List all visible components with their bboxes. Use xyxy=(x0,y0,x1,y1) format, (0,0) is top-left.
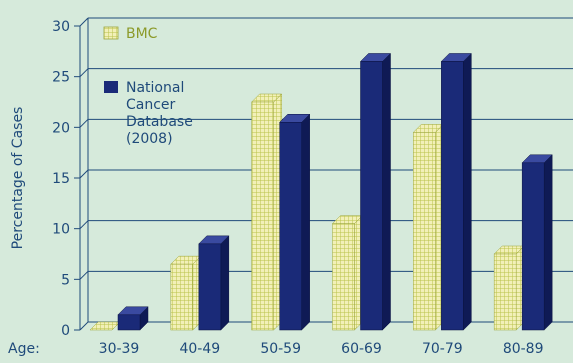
bar-ncdb-30-39-front xyxy=(117,314,141,331)
bar-ncdb-50-59 xyxy=(279,113,311,331)
y-tick-connector-5 xyxy=(79,270,89,280)
bar-bmc-80-89-front xyxy=(493,253,517,331)
legend-label-ncdb-line-2: Cancer xyxy=(126,97,176,113)
tick-labels: 0 5 10 15 20 25 30 30-39 40-49 50-59 60-69 70-79 80-… xyxy=(52,19,543,357)
y-tick-label-25: 25 xyxy=(52,70,70,86)
axes xyxy=(74,17,573,331)
x-axis-label: Age: xyxy=(8,341,40,357)
y-axis-label: Percentage of Cases xyxy=(10,107,26,250)
x-tick-label-70-79: 70-79 xyxy=(422,341,463,357)
y-tick-connector-20 xyxy=(79,118,89,128)
x-tick-label-50-59: 50-59 xyxy=(260,341,301,357)
bar-ncdb-70-79 xyxy=(440,52,472,331)
y-tick-label-15: 15 xyxy=(52,171,70,187)
bar-bmc-40-49 xyxy=(170,255,202,331)
bar-bmc-60-69 xyxy=(331,214,364,331)
bar-ncdb-80-89-front xyxy=(521,162,545,331)
legend-label-ncdb-line-1: National xyxy=(126,80,184,96)
y-tick-label-0: 0 xyxy=(61,323,70,339)
y-tick-connector-30 xyxy=(79,17,89,27)
y-tick-connector-10 xyxy=(79,220,89,230)
bar-ncdb-60-69-front xyxy=(360,61,383,331)
y-tick-connector-0 xyxy=(79,321,89,331)
y-tick-connector-25 xyxy=(79,68,89,78)
bar-bmc-60-69-front xyxy=(332,223,355,331)
y-tick-label-5: 5 xyxy=(61,272,70,288)
bar-ncdb-70-79-side xyxy=(463,52,472,331)
x-tick-label-30-39: 30-39 xyxy=(99,341,140,357)
legend-label-ncdb-line-4: (2008) xyxy=(126,131,173,147)
bar-ncdb-40-49-side xyxy=(220,235,230,331)
bar-ncdb-30-39 xyxy=(117,306,149,331)
y-tick-label-10: 10 xyxy=(52,222,70,238)
bar-bmc-70-79-front xyxy=(413,132,436,331)
bar-bmc-70-79 xyxy=(412,123,444,331)
x-tick-label-80-89: 80-89 xyxy=(503,341,544,357)
bar-ncdb-50-59-side xyxy=(301,113,310,331)
gridlines xyxy=(88,17,573,272)
legend-swatch-ncdb xyxy=(104,81,118,93)
bar-bmc-50-59-front xyxy=(251,101,274,331)
bar-bmc-30-39-top xyxy=(89,321,121,331)
bar-bmc-30-39 xyxy=(89,321,121,331)
x-tick-label-60-69: 60-69 xyxy=(341,341,382,357)
y-tick-connector-15 xyxy=(79,169,89,179)
bar-ncdb-80-89 xyxy=(521,154,553,331)
legend-label-ncdb-line-3: Database xyxy=(126,114,193,130)
bars xyxy=(89,52,553,331)
bar-ncdb-60-69-side xyxy=(382,52,391,331)
bar-ncdb-40-49 xyxy=(198,235,230,331)
legend-label-bmc: BMC xyxy=(126,26,158,42)
bar-bmc-50-59 xyxy=(251,93,283,331)
bar-ncdb-70-79-front xyxy=(441,61,464,331)
y-tick-label-20: 20 xyxy=(52,120,70,136)
bar-ncdb-40-49-front xyxy=(198,243,222,331)
bar-ncdb-80-89-side xyxy=(543,154,553,331)
y-tick-label-30: 30 xyxy=(52,19,70,35)
bar-ncdb-50-59-front xyxy=(279,122,302,331)
legend-swatch-bmc xyxy=(103,26,119,40)
x-tick-label-40-49: 40-49 xyxy=(179,341,220,357)
bar-bmc-80-89 xyxy=(493,245,525,331)
bar-ncdb-60-69 xyxy=(359,52,392,331)
bar-bmc-40-49-front xyxy=(170,263,194,331)
